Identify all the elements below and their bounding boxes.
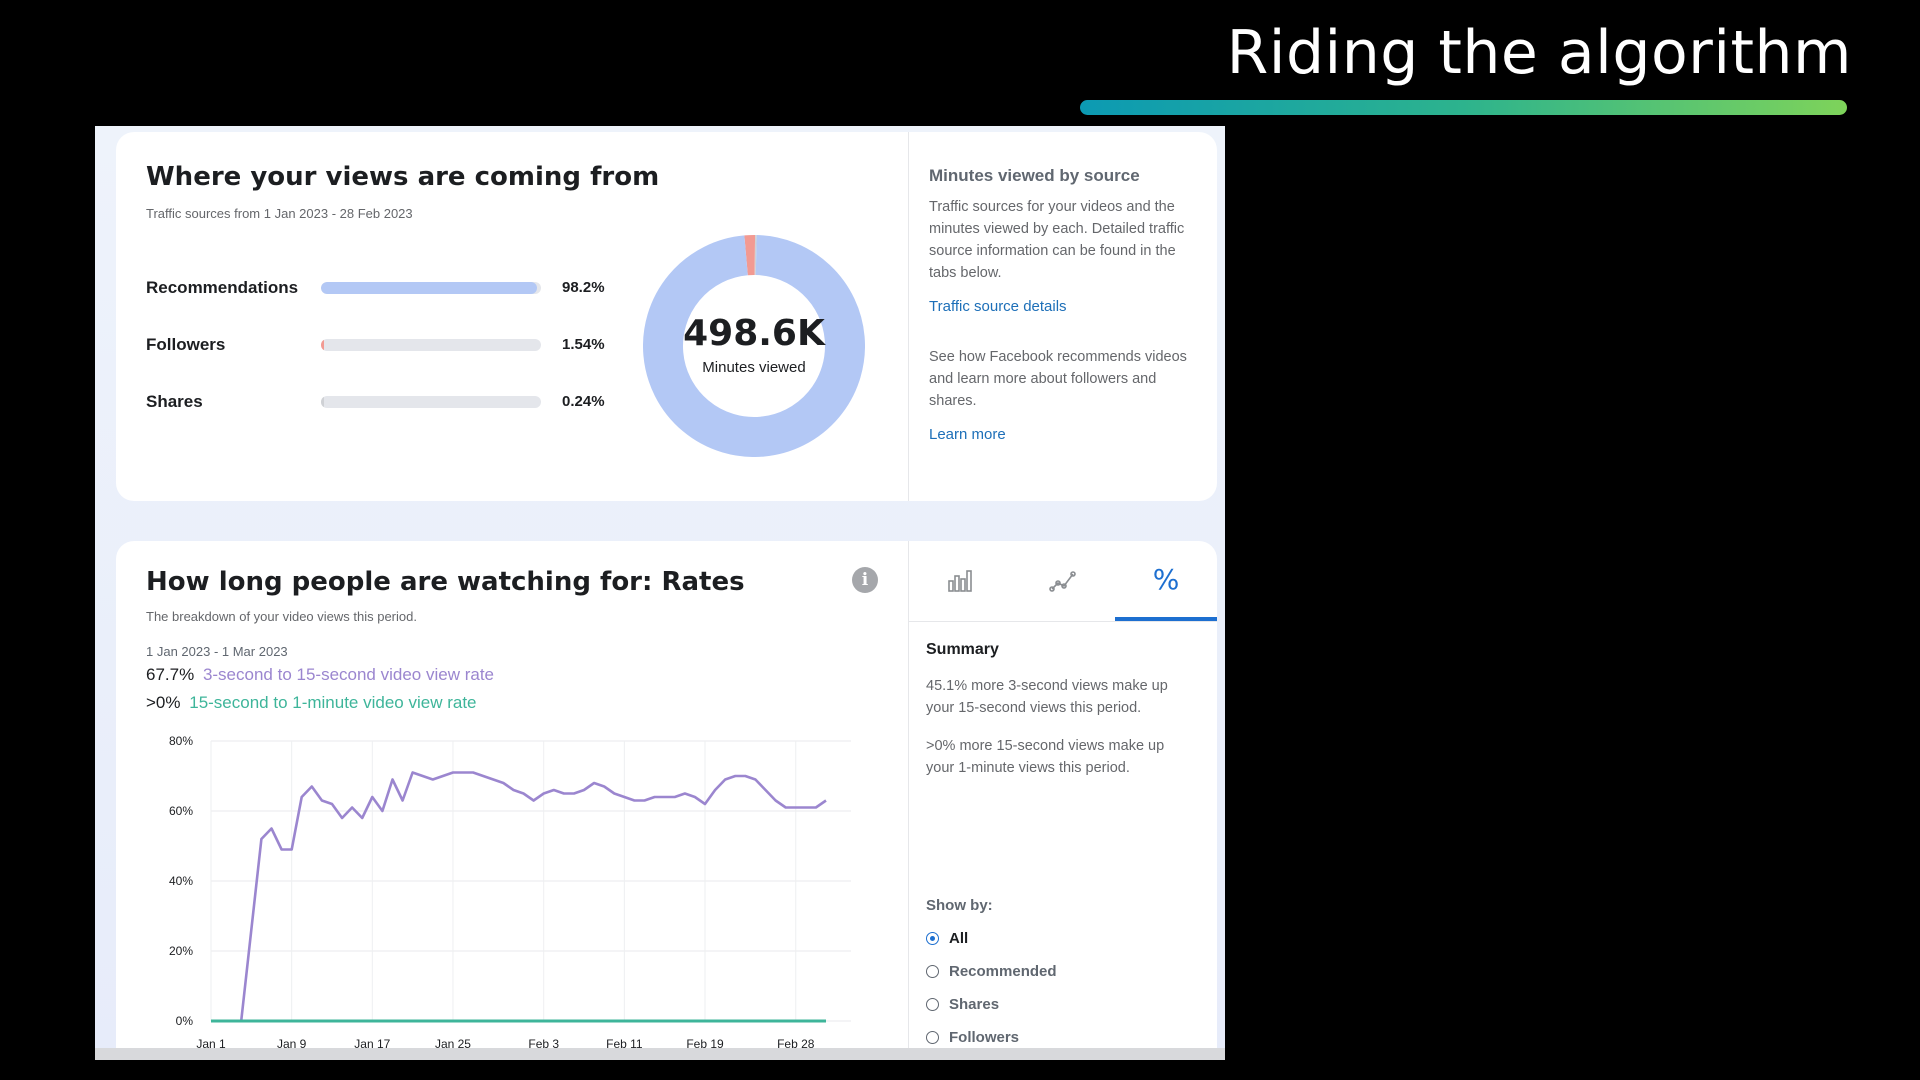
donut-value: 498.6K [683, 313, 825, 354]
source-bar-fill [321, 339, 325, 351]
show-by-option-label: Followers [949, 1029, 1020, 1046]
side-title: Minutes viewed by source [929, 166, 1140, 185]
info-icon[interactable]: i [852, 567, 878, 593]
donut-chart: 498.6K Minutes viewed [643, 235, 865, 457]
screenshot-frame: Where your views are coming from Traffic… [95, 126, 1225, 1060]
summary-title: Summary [926, 641, 999, 658]
radio-icon[interactable] [926, 1031, 939, 1044]
source-percent: 0.24% [562, 393, 605, 410]
rates-title: How long people are watching for: Rates [146, 567, 745, 597]
traffic-source-details-link[interactable]: Traffic source details [929, 298, 1067, 315]
donut-slice [643, 235, 865, 457]
source-bar-track [321, 396, 541, 408]
source-label: Followers [146, 335, 226, 354]
source-percent: 1.54% [562, 336, 605, 353]
card2-divider [908, 541, 909, 1060]
series-line-3s-15s [211, 771, 827, 1023]
sources-title: Where your views are coming from [146, 162, 660, 192]
source-bar-fill [321, 396, 324, 408]
x-tick-label: Jan 25 [435, 1037, 471, 1051]
view-rates-card: How long people are watching for: Rates … [116, 541, 1217, 1060]
source-bar-fill [321, 282, 538, 294]
x-tick-label: Jan 9 [277, 1037, 307, 1051]
horizontal-scrollbar[interactable] [95, 1048, 1225, 1060]
y-tick-label: 80% [169, 734, 193, 748]
tab-percent[interactable]: % [1115, 541, 1217, 621]
source-label: Recommendations [146, 278, 299, 297]
summary-text-1: 45.1% more 3-second views make up your 1… [926, 678, 1168, 716]
x-tick-label: Feb 28 [777, 1037, 815, 1051]
show-by-option-label: Shares [949, 996, 1000, 1013]
percent-icon: % [1152, 562, 1180, 596]
x-tick-label: Feb 11 [606, 1037, 643, 1051]
show-by-label: Show by: [926, 897, 993, 914]
title-accent-bar [1080, 100, 1847, 115]
metric-1-label: 3-second to 15-second video view rate [202, 665, 494, 684]
y-tick-label: 40% [169, 874, 193, 888]
chart-tabs: % [909, 541, 1217, 622]
learn-more-link[interactable]: Learn more [929, 426, 1006, 443]
source-percent: 98.2% [562, 279, 605, 296]
donut-label: Minutes viewed [702, 359, 806, 376]
slide-title: Riding the algorithm [1226, 18, 1852, 88]
source-bar-track [321, 282, 541, 294]
metric-2-label: 15-second to 1-minute video view rate [189, 693, 477, 712]
rates-date-range: 1 Jan 2023 - 1 Mar 2023 [146, 644, 288, 659]
donut-svg [643, 235, 865, 457]
side-text-2: See how Facebook recommends videos and l… [929, 349, 1187, 409]
radio-icon[interactable] [926, 998, 939, 1011]
source-bar-track [321, 339, 541, 351]
show-by-option[interactable]: All [926, 930, 968, 947]
y-tick-label: 20% [169, 944, 193, 958]
radio-icon[interactable] [926, 965, 939, 978]
show-by-option[interactable]: Shares [926, 996, 999, 1013]
source-label: Shares [146, 392, 203, 411]
metric-2: >0% 15-second to 1-minute video view rat… [146, 693, 477, 713]
show-by-option-label: Recommended [949, 963, 1057, 980]
x-tick-label: Feb 19 [686, 1037, 724, 1051]
metric-1: 67.7% 3-second to 15-second video view r… [146, 665, 494, 685]
x-tick-label: Feb 3 [528, 1037, 559, 1051]
rates-subtitle: The breakdown of your video views this p… [146, 609, 417, 624]
bar-chart-icon [948, 570, 972, 592]
radio-icon[interactable] [926, 932, 939, 945]
sources-subtitle: Traffic sources from 1 Jan 2023 - 28 Feb… [146, 206, 413, 221]
traffic-sources-card: Where your views are coming from Traffic… [116, 132, 1217, 501]
summary-text-2: >0% more 15-second views make up your 1-… [926, 738, 1165, 776]
show-by-option-label: All [949, 930, 969, 947]
show-by-option[interactable]: Recommended [926, 963, 1057, 980]
tab-bar-chart[interactable] [909, 541, 1011, 621]
metric-2-value: >0% [146, 693, 181, 712]
rates-line-chart: 80% 60% 40% 20% 0%Jan 1 Jan 9 Jan 17 Jan 25 Feb … [169, 734, 851, 1051]
metric-1-value: 67.7% [146, 665, 195, 684]
side-text-1: Traffic sources for your videos and the … [929, 199, 1185, 281]
card1-divider [908, 132, 909, 501]
tab-line-chart[interactable] [1012, 541, 1114, 621]
x-tick-label: Jan 1 [196, 1037, 226, 1051]
y-tick-label: 0% [176, 1014, 194, 1028]
y-tick-label: 60% [169, 804, 193, 818]
line-chart-icon [1049, 571, 1076, 592]
x-tick-label: Jan 17 [354, 1037, 390, 1051]
show-by-option[interactable]: Followers [926, 1029, 1019, 1046]
